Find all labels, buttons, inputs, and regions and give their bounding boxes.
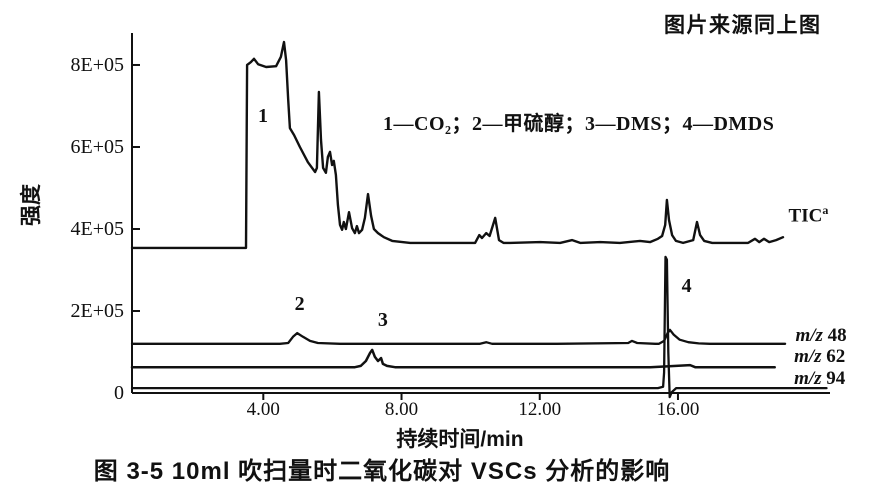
y-tick-label: 4E+05 — [70, 217, 125, 240]
peak-label-2: 2 — [294, 292, 305, 315]
peak-label-4: 4 — [681, 275, 692, 298]
trace-m-z-94 — [130, 255, 828, 399]
x-axis-label: 持续时间/min — [396, 428, 524, 451]
peak-legend: 1—CO₂；2—甲硫醇；3—DMS；4—DMDS — [383, 113, 775, 135]
figure-caption: 图 3-5 10ml 吹扫量时二氧化碳对 VSCs 分析的影响 — [93, 458, 671, 485]
y-tick-label: 0 — [114, 382, 124, 404]
trace-label-m-z-62: m/z 62 — [794, 345, 846, 367]
trace-label-m-z-94: m/z 94 — [794, 368, 846, 390]
trace-label-tic: TICa — [788, 202, 829, 226]
x-tick-label: 16.00 — [656, 399, 700, 420]
trace-m-z-62 — [130, 348, 776, 369]
trace-label-m-z-48: m/z 48 — [795, 325, 847, 346]
y-tick-label: 6E+05 — [70, 135, 125, 158]
peak-label-1: 1 — [257, 104, 268, 127]
y-tick-label: 8E+05 — [70, 53, 125, 76]
x-tick-label: 12.00 — [518, 399, 562, 420]
x-tick-label: 8.00 — [384, 399, 419, 420]
source-note: 图片来源同上图 — [664, 14, 822, 37]
x-tick-label: 4.00 — [246, 399, 280, 420]
trace-m-z-48 — [130, 328, 787, 345]
y-tick-label: 2E+05 — [70, 299, 125, 322]
peak-label-3: 3 — [377, 309, 388, 332]
y-axis-label: 强度 — [20, 184, 43, 226]
trace-tic — [130, 40, 785, 250]
